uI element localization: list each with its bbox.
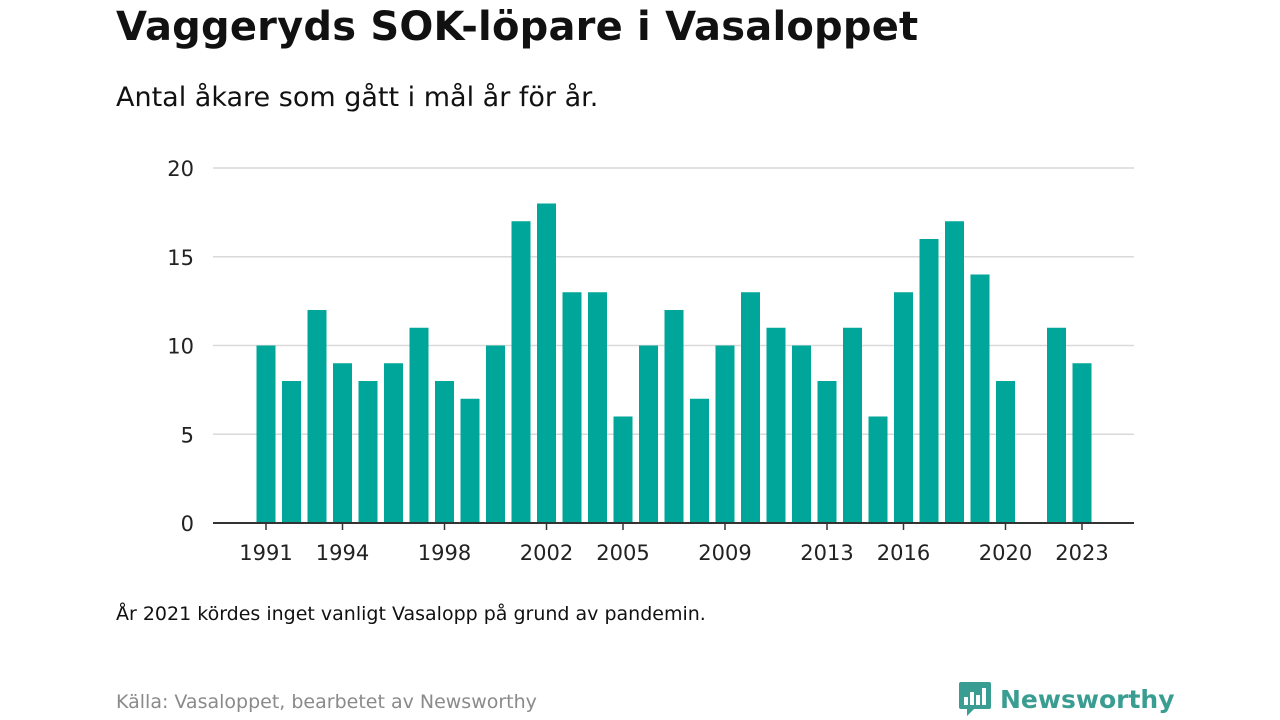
x-tick-label-1991: 1991	[239, 541, 292, 565]
bar-2002	[537, 203, 556, 523]
y-tick-label-20: 20	[167, 157, 194, 181]
source-text: Källa: Vasaloppet, bearbetet av Newswort…	[116, 691, 537, 713]
bar-2004	[588, 292, 607, 523]
bar-2020	[996, 381, 1015, 523]
bar-2008	[690, 398, 709, 523]
bar-2018	[945, 221, 964, 523]
bar-2005	[613, 416, 633, 523]
bar-2000	[486, 345, 505, 523]
bar-2017	[919, 239, 939, 523]
bar-1998	[435, 381, 454, 523]
bar-2022	[1047, 327, 1066, 523]
bar-2023	[1072, 363, 1092, 523]
y-tick-label-5: 5	[181, 423, 194, 447]
bar-1997	[409, 327, 429, 523]
newsworthy-logo-icon	[959, 682, 991, 716]
y-tick-label-15: 15	[167, 246, 194, 270]
bar-2009	[715, 345, 735, 523]
x-axis: 1991 1994 1998 2002 2005 2009 2013 2016 2020 2023	[213, 522, 1134, 565]
y-tick-label-0: 0	[181, 512, 194, 536]
chart-subtitle: Antal åkare som gått i mål år för år.	[116, 82, 599, 113]
bar-1999	[460, 398, 480, 523]
bar-1991	[256, 345, 276, 523]
bar-2007	[664, 310, 684, 523]
x-tick-label-1994: 1994	[316, 541, 369, 565]
bar-1994	[333, 363, 352, 523]
bar-2001	[511, 221, 531, 523]
bar-2019	[970, 274, 990, 523]
bar-1995	[358, 381, 378, 523]
bar-2006	[639, 345, 658, 523]
chart-title: Vaggeryds SOK-löpare i Vasaloppet	[116, 4, 919, 50]
x-tick-label-2016: 2016	[877, 541, 930, 565]
brand-name: Newsworthy	[1000, 684, 1175, 714]
bar-2013	[817, 381, 837, 523]
bar-2011	[766, 327, 786, 523]
bar-2014	[843, 327, 862, 523]
footnote: År 2021 kördes inget vanligt Vasalopp på…	[116, 603, 706, 625]
y-tick-label-10: 10	[167, 335, 194, 359]
bars	[256, 203, 1092, 523]
x-tick-label-1998: 1998	[418, 541, 471, 565]
x-tick-label-2013: 2013	[800, 541, 853, 565]
x-tick-label-2002: 2002	[520, 541, 573, 565]
y-axis-labels: 0 5 10 15 20	[167, 157, 194, 536]
x-tick-label-2005: 2005	[596, 541, 649, 565]
bar-1992	[282, 381, 301, 523]
x-tick-label-2023: 2023	[1055, 541, 1108, 565]
bar-1993	[307, 310, 327, 523]
bar-2003	[562, 292, 582, 523]
bar-2012	[792, 345, 811, 523]
x-tick-label-2009: 2009	[698, 541, 751, 565]
bar-2016	[894, 292, 913, 523]
bar-chart: 0 5 10 15 20 1991 1994 1998 2002 2005 2009 2013 201…	[167, 157, 1134, 565]
newsworthy-logo: Newsworthy	[958, 680, 1175, 718]
bar-2015	[868, 416, 888, 523]
bar-1996	[384, 363, 403, 523]
bar-2010	[741, 292, 760, 523]
x-tick-label-2020: 2020	[979, 541, 1032, 565]
